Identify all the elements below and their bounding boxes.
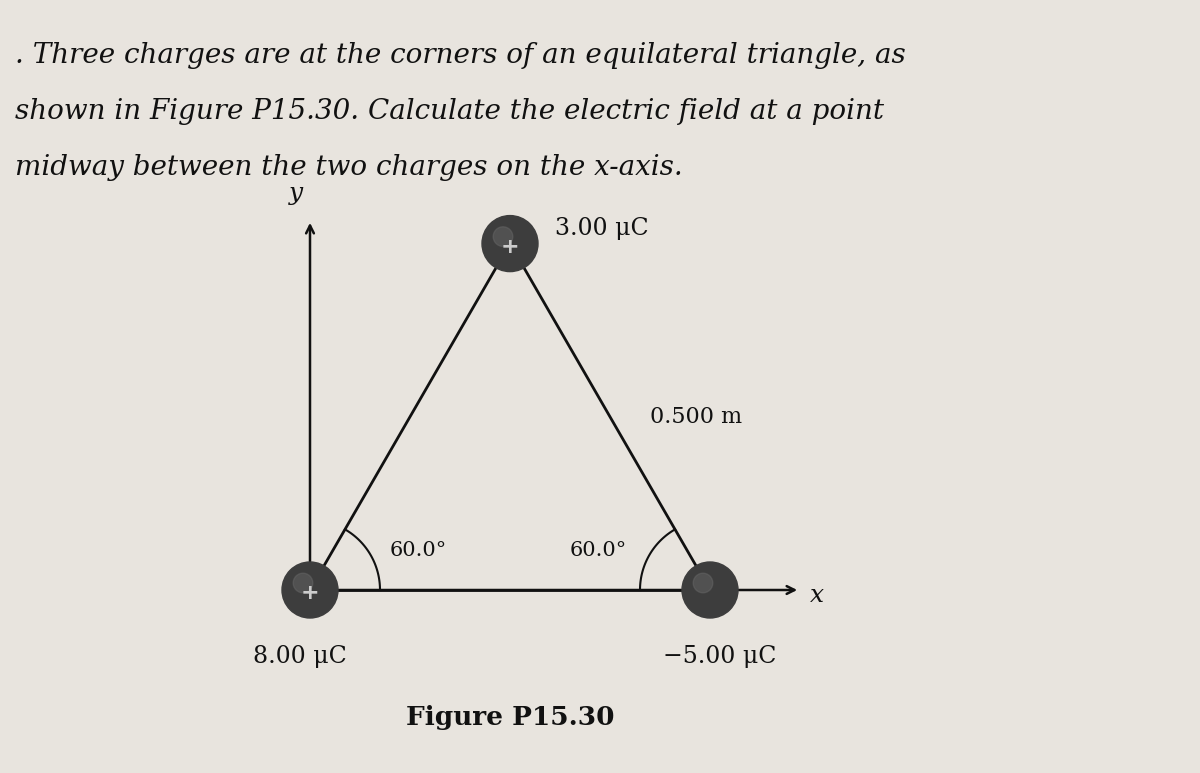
Text: 8.00 μC: 8.00 μC [253,645,347,668]
Text: −5.00 μC: −5.00 μC [664,645,776,668]
Text: x: x [810,584,824,607]
Text: 60.0°: 60.0° [390,541,448,560]
Text: y: y [289,182,304,205]
Circle shape [293,574,313,593]
Text: 3.00 μC: 3.00 μC [554,217,649,240]
Circle shape [682,562,738,618]
Text: 60.0°: 60.0° [570,541,628,560]
Text: . Three charges are at the corners of an equilateral triangle, as: . Three charges are at the corners of an… [14,42,906,69]
Text: shown in Figure P15.30. Calculate the electric field at a point: shown in Figure P15.30. Calculate the el… [14,98,884,125]
Circle shape [694,574,713,593]
Circle shape [493,226,512,247]
Text: midway between the two charges on the x-axis.: midway between the two charges on the x-… [14,154,683,181]
Text: +: + [301,583,319,603]
Text: +: + [500,237,520,257]
Text: Figure P15.30: Figure P15.30 [406,705,614,730]
Text: 0.500 m: 0.500 m [650,406,742,427]
Circle shape [282,562,338,618]
Circle shape [482,216,538,271]
